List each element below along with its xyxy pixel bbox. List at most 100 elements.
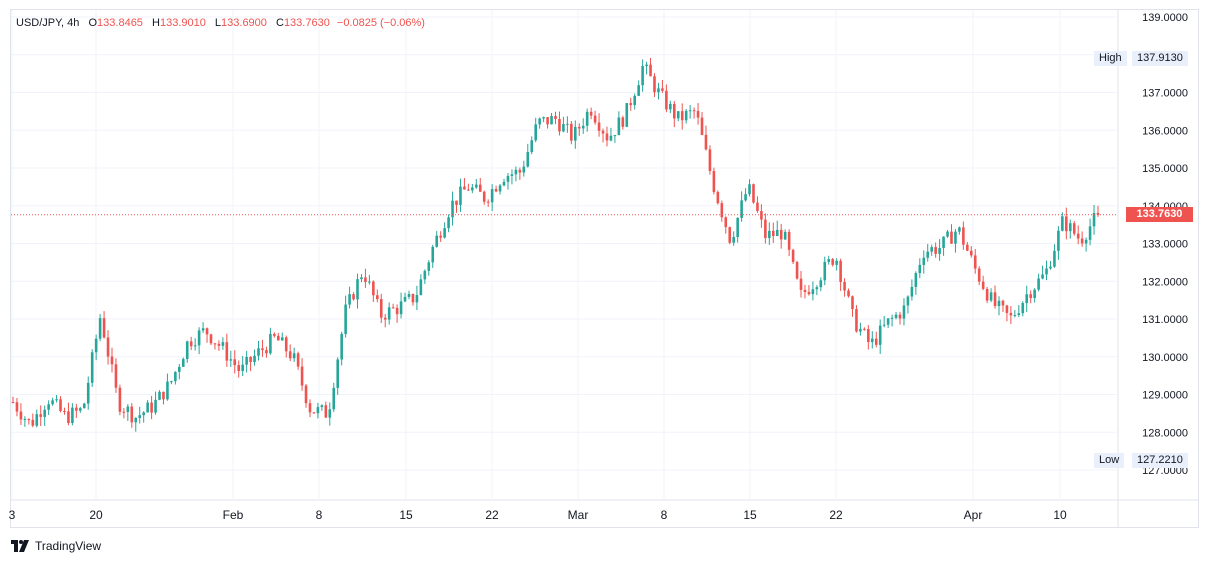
candle [79,406,82,413]
candle-body [447,217,450,229]
candle [134,417,138,432]
candle-body [94,338,98,353]
candle-body [130,406,134,423]
candle-body [748,184,751,195]
candle [779,223,783,249]
candle [613,134,617,143]
candle [720,200,724,222]
candle [391,303,395,309]
candle [31,413,35,428]
candle [661,79,664,93]
tradingview-logo[interactable]: TradingView [11,538,101,554]
candle [811,281,815,301]
ohlc-legend: USD/JPY, 4h O133.8465 H133.9010 L133.690… [16,17,425,29]
candle [273,332,276,338]
y-tick-label: 135.0000 [1142,163,1188,175]
y-tick-label: 139.0000 [1142,12,1188,24]
candle [130,403,134,428]
candle [300,358,304,391]
candle [676,111,680,122]
x-tick-label: 15 [399,508,413,522]
candle-body [886,318,890,325]
symbol-label: USD/JPY [16,17,62,29]
candle-body [383,317,387,320]
candle [522,160,526,177]
candle [265,346,268,358]
candle-body [352,294,355,300]
candle [332,382,336,412]
candle [977,266,981,286]
candle [67,402,70,426]
candle [364,268,367,288]
candle [1057,226,1060,260]
candle-body [146,402,149,413]
chart-area[interactable] [10,9,1199,528]
candle [649,57,652,77]
candle [296,351,300,370]
high-label-tag: High [1094,51,1127,66]
candle [221,337,225,350]
candle-body [799,278,803,290]
candle-body [1001,300,1005,306]
candle [376,289,379,303]
time-axis[interactable]: 3 20 Feb 8 15 22 Mar 8 15 22 Apr 10 [9,508,1067,522]
candle [985,286,989,304]
candle [783,229,787,240]
candle [1029,290,1032,304]
candle [320,404,324,411]
x-tick-label: Apr [964,508,983,522]
candle [585,108,589,132]
candle-body [197,330,201,346]
candle [672,101,676,128]
candle-body [221,342,225,346]
candle [969,246,973,258]
candle-body [174,371,177,382]
candle-body [1045,268,1048,275]
candle-body [890,317,894,319]
candle-body [399,301,403,315]
candle [566,116,569,133]
candle [383,314,387,328]
candle [605,126,609,147]
candle-body [237,365,241,371]
candle [657,82,660,100]
candle-body [700,117,704,135]
candle-body [27,418,31,420]
candle [146,400,149,413]
candle [122,408,126,419]
candle [1017,304,1021,318]
candle [510,169,514,185]
candle-body [265,350,268,354]
candle-body [427,262,431,271]
candle-body [756,202,759,212]
candle [629,97,633,111]
y-tick-label: 131.0000 [1142,314,1188,326]
candle-body [213,343,217,345]
candle-body [63,410,66,412]
candle [249,356,252,372]
candle-body [126,406,130,412]
candle [554,111,557,125]
candle [748,179,751,197]
candle [431,244,435,268]
candle-body [966,244,969,251]
candle [467,183,470,191]
candle [486,199,490,207]
candle [55,395,58,403]
candle-body [292,353,296,359]
y-tick-label: 132.0000 [1142,276,1188,288]
candle-body [859,328,862,332]
candle-body [233,359,237,366]
last-price-tag: 133.7630 [1126,207,1193,223]
candle-body [459,186,462,205]
price-axis[interactable]: 139.0000138.0000137.0000136.0000135.0000… [1142,12,1188,477]
candle [1037,273,1040,292]
candle [328,402,332,426]
candle-body [379,299,383,318]
candle [1033,288,1036,303]
candle [653,73,656,97]
candle-body [376,295,379,300]
candle [23,416,27,427]
candle-body [795,262,799,279]
